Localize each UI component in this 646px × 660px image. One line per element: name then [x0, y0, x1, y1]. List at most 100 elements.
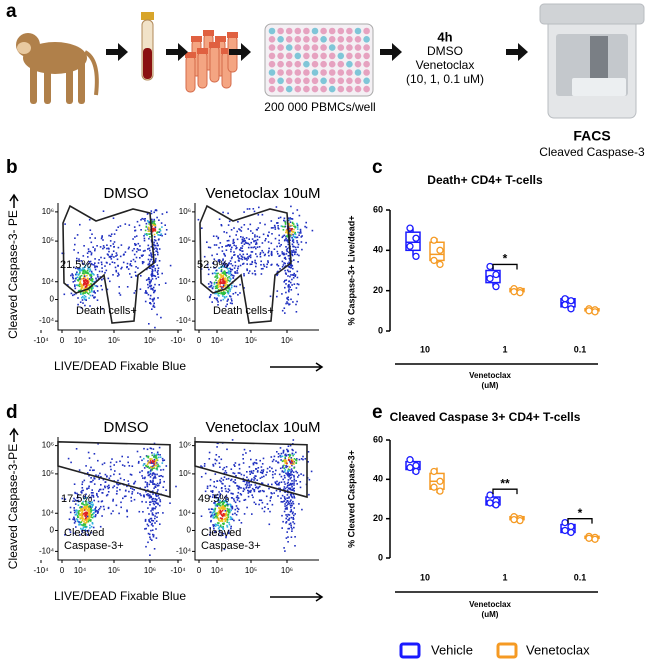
- density-dot: [85, 465, 87, 467]
- density-dot: [210, 490, 212, 492]
- density-dot: [158, 260, 161, 262]
- density-dot: [253, 240, 255, 243]
- density-dot: [142, 250, 145, 252]
- density-dot: [67, 457, 70, 460]
- density-dot: [260, 499, 263, 502]
- y-tick-label: 10⁶: [179, 207, 191, 216]
- density-dot: [250, 246, 252, 249]
- density-dot: [281, 253, 284, 255]
- density-dot: [221, 500, 224, 503]
- density-dot: [294, 236, 296, 238]
- well: [354, 60, 362, 68]
- density-dot: [78, 260, 80, 262]
- density-dot: [290, 233, 293, 235]
- density-dot: [84, 519, 87, 522]
- density-dot: [218, 522, 220, 524]
- density-dot: [206, 263, 209, 266]
- density-dot: [91, 290, 93, 293]
- density-dot: [254, 273, 257, 276]
- density-dot: [218, 273, 221, 276]
- density-dot: [143, 477, 146, 480]
- density-dot: [288, 523, 291, 526]
- density-dot: [300, 232, 302, 234]
- density-dot: [284, 487, 287, 490]
- density-dot: [242, 458, 244, 460]
- density-dot: [240, 487, 242, 489]
- density-dot: [100, 256, 102, 259]
- density-dot: [75, 260, 78, 262]
- density-dot: [149, 302, 151, 304]
- density-dot: [82, 272, 84, 274]
- density-dot: [152, 224, 155, 226]
- density-dot: [132, 258, 135, 261]
- density-dot: [224, 297, 226, 299]
- density-dot: [289, 488, 291, 491]
- density-dot: [288, 303, 290, 306]
- density-dot: [80, 307, 83, 309]
- density-dot: [235, 514, 238, 516]
- density-dot: [213, 481, 215, 483]
- density-dot: [153, 503, 156, 506]
- density-dot: [219, 525, 222, 528]
- density-dot: [255, 462, 257, 464]
- density-dot: [272, 227, 274, 229]
- density-dot: [223, 501, 225, 504]
- density-dot: [281, 309, 284, 312]
- density-dot: [216, 522, 219, 524]
- density-dot: [211, 287, 214, 290]
- density-dot: [88, 457, 91, 459]
- density-dot: [236, 507, 239, 509]
- density-dot: [68, 529, 71, 531]
- data-point: [406, 456, 414, 464]
- density-dot: [83, 298, 86, 301]
- density-dot: [143, 457, 145, 460]
- density-dot: [252, 208, 255, 210]
- density-dot: [91, 522, 94, 524]
- facs-machine-icon: [539, 3, 645, 119]
- density-dot: [127, 268, 130, 270]
- density-dot: [116, 483, 118, 485]
- density-dot: [291, 243, 294, 246]
- density-dot: [287, 479, 290, 481]
- density-dot: [252, 496, 254, 499]
- density-dot: [225, 517, 228, 519]
- density-dot: [154, 224, 157, 227]
- well: [277, 85, 284, 93]
- density-dot: [153, 467, 155, 469]
- density-dot: [228, 220, 231, 223]
- density-dot: [95, 277, 97, 280]
- density-dot: [223, 278, 225, 281]
- density-dot: [211, 254, 213, 257]
- density-dot: [282, 235, 284, 238]
- density-dot: [101, 263, 103, 266]
- density-dot: [242, 236, 244, 239]
- gate-label: Cleaved: [201, 527, 241, 539]
- density-dot: [296, 270, 299, 273]
- density-dot: [147, 263, 149, 266]
- density-dot: [286, 450, 289, 453]
- density-dot: [214, 458, 216, 461]
- density-dot: [290, 510, 292, 513]
- density-dot: [79, 506, 82, 508]
- density-dot: [155, 493, 157, 496]
- density-dot: [89, 291, 91, 293]
- density-dot: [223, 532, 225, 535]
- density-dot: [253, 490, 256, 493]
- well: [277, 52, 284, 60]
- density-dot: [243, 256, 246, 259]
- density-dot: [209, 531, 212, 534]
- density-dot: [152, 525, 154, 527]
- density-dot: [209, 527, 211, 529]
- density-dot: [89, 510, 91, 512]
- density-dot: [252, 472, 254, 474]
- density-dot: [147, 248, 149, 250]
- density-dot: [292, 488, 294, 490]
- density-dot: [93, 273, 95, 276]
- density-dot: [269, 499, 271, 502]
- density-dot: [218, 529, 221, 531]
- density-dot: [286, 298, 289, 300]
- density-dot: [224, 470, 227, 472]
- density-dot: [119, 294, 122, 296]
- density-dot: [292, 231, 295, 233]
- density-dot: [82, 262, 84, 265]
